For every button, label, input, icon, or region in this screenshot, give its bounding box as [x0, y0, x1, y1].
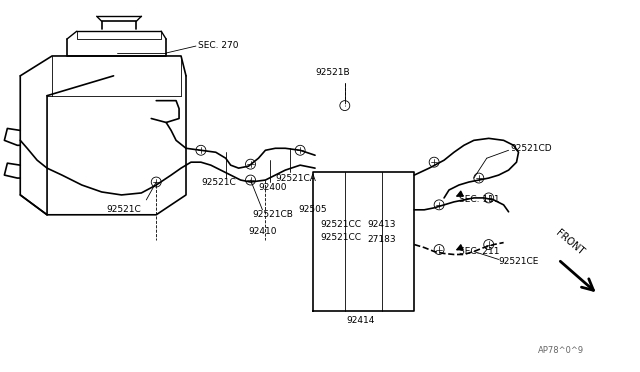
Text: SEC. 211: SEC. 211 [459, 247, 499, 256]
Text: SEC. 111: SEC. 111 [459, 195, 500, 204]
Text: 92413: 92413 [367, 220, 396, 229]
Text: SEC. 270: SEC. 270 [198, 41, 239, 49]
Text: 92521CC: 92521CC [320, 220, 361, 229]
Text: 92521CA: 92521CA [275, 174, 316, 183]
Text: 92400: 92400 [259, 183, 287, 192]
Text: 92521CC: 92521CC [320, 233, 361, 242]
Text: 92521CB: 92521CB [253, 210, 293, 219]
Text: 92414: 92414 [347, 317, 375, 326]
Text: 92521CE: 92521CE [499, 257, 539, 266]
Text: 92521C: 92521C [107, 205, 141, 214]
Text: 27183: 27183 [367, 235, 396, 244]
Text: FRONT: FRONT [553, 228, 585, 257]
Text: 92521B: 92521B [315, 68, 349, 77]
Text: 92521C: 92521C [201, 177, 236, 186]
Text: 92410: 92410 [248, 227, 277, 236]
Text: AP78^0^9: AP78^0^9 [538, 346, 584, 355]
Text: 92521CD: 92521CD [511, 144, 552, 153]
Text: 92505: 92505 [298, 205, 327, 214]
